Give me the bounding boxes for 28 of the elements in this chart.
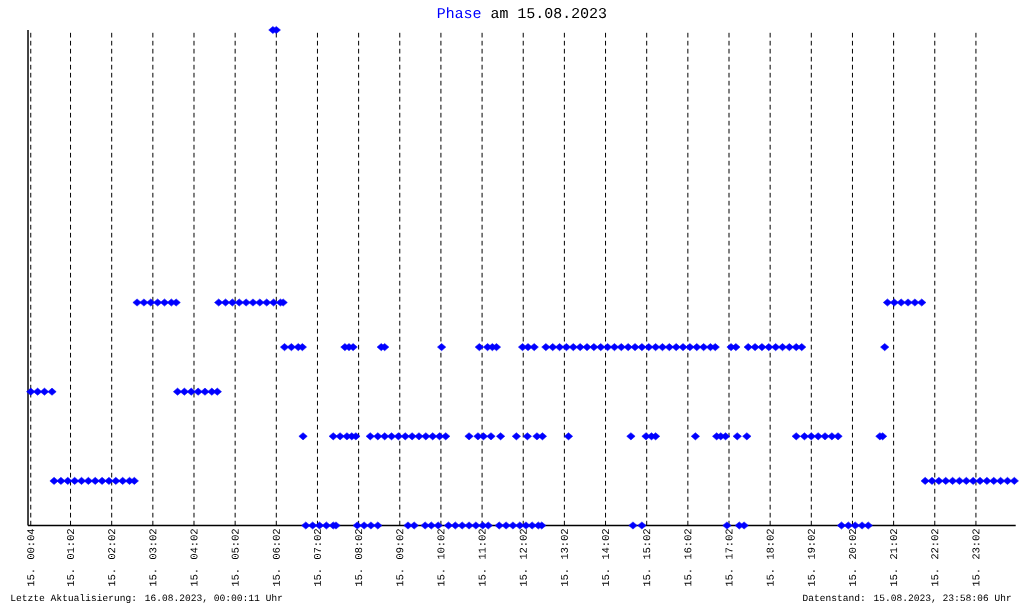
x-tick-label: 15. 12:02 (519, 529, 527, 586)
x-tick-label: 15. 05:02 (231, 529, 239, 586)
x-tick-label: 15. 15:02 (643, 529, 651, 586)
text: Letzte Aktualisierung: 16.08.2023, 00:00:11 Uhr (11, 594, 283, 603)
x-tick-label: 15. 23:02 (972, 529, 980, 586)
x-tick-label: 15. 06:02 (272, 529, 280, 586)
x-tick-label: 15. 13:02 (560, 529, 568, 586)
x-tick-label: 15. 17:02 (725, 529, 733, 586)
x-tick-label: 15. 21:02 (890, 529, 898, 586)
x-tick-label: 15. 08:02 (355, 529, 363, 586)
x-tick-label: 15. 09:02 (396, 529, 404, 586)
x-tick-label: 15. 03:02 (149, 529, 157, 586)
text: Phase (437, 7, 481, 19)
x-tick-label: 15. 22:02 (931, 529, 939, 586)
x-tick-label: 15. 01:02 (67, 529, 75, 586)
x-tick-label: 15. 04:02 (190, 529, 198, 586)
x-tick-label: 15. 00:04 (27, 528, 35, 586)
x-tick-label: 15. 19:02 (807, 529, 815, 586)
x-tick-label: 15. 02:02 (108, 529, 116, 586)
x-tick-label: 15. 07:02 (313, 529, 321, 586)
x-tick-label: 15. 18:02 (766, 529, 774, 586)
x-tick-label: 15. 14:02 (602, 529, 610, 586)
x-tick-label: 15. 10:02 (437, 529, 445, 586)
chart-title: am 15.08.2023 (491, 7, 607, 19)
text: Datenstand: 15.08.2023, 23:58:06 Uhr (803, 594, 1011, 603)
x-tick-label: 15. 11:02 (478, 529, 486, 586)
x-tick-label: 15. 16:02 (684, 529, 692, 586)
x-tick-label: 15. 20:02 (848, 529, 856, 586)
